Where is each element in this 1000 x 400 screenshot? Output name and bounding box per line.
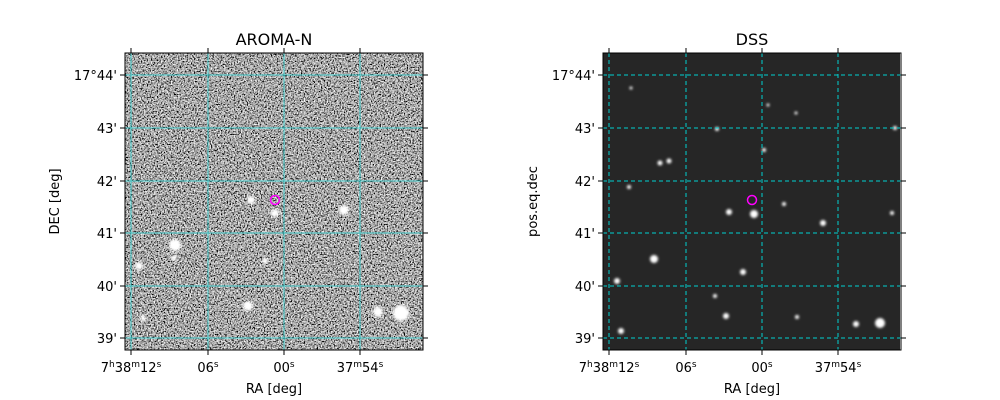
x-tick-label-part: 06 [675,361,692,376]
x-tick-label: 00s [273,360,295,376]
target-marker [746,194,758,206]
x-tick-label-part: s [157,360,162,370]
x-tick-label-part: s [692,360,697,370]
image-dss [603,53,900,350]
y-tick-label: 39' [97,332,117,347]
x-tick-label-part: 38 [593,361,610,376]
axes-frame [602,52,902,351]
x-tick-label-part: 00 [751,361,768,376]
target-marker [269,194,281,206]
y-tick-label: 41' [575,227,595,242]
x-tick-label: 06s [197,360,219,376]
x-tick-label-part: 00 [273,361,290,376]
x-tick-label: 00s [751,360,773,376]
x-tick-label-part: h [587,360,593,370]
x-tick-label-part: s [635,360,640,370]
y-tick-label: 42' [575,175,595,190]
x-tick-label-part: h [109,360,115,370]
y-tick-label: 39' [575,332,595,347]
y-tick-label: 41' [97,227,117,242]
x-axis-label: RA [deg] [724,382,780,397]
x-tick-label-part: s [379,360,384,370]
x-tick-label-part: 54 [362,361,379,376]
y-axis-label: DEC [deg] [48,168,63,234]
x-tick-label: 37m54s [337,360,384,376]
x-tick-label-part: s [857,360,862,370]
x-tick-label-part: 54 [840,361,857,376]
x-tick-label-part: 7 [101,361,109,376]
x-tick-label-part: m [609,360,618,370]
y-tick-label: 40' [97,280,117,295]
x-tick-label-part: s [768,360,773,370]
x-tick-label-part: m [831,360,840,370]
x-tick-label-part: 12 [140,361,157,376]
x-tick-label-part: m [131,360,140,370]
x-tick-label-part: 7 [579,361,587,376]
x-tick-label-part: 38 [115,361,132,376]
x-tick-label-part: m [353,360,362,370]
y-axis-label: pos.eq.dec [526,166,541,237]
x-tick-label-part: 37 [815,361,832,376]
y-tick-label: 40' [575,280,595,295]
y-tick-label: 17°44' [74,69,117,84]
x-tick-label: 7h38m12s [101,360,162,376]
y-tick-label: 17°44' [552,69,595,84]
panel: AROMA-N RA [deg] DEC [deg] 17°44' 43' 42' 41' 4… [48,30,428,397]
x-tick-label: 37m54s [815,360,862,376]
panel: DSS RA [deg] pos.eq.dec 17°44' 43' 42' 41' 40' 3… [526,30,906,397]
x-axis-label: RA [deg] [246,382,302,397]
image-aroma [125,53,423,350]
x-tick-label-part: 37 [337,361,354,376]
y-tick-label: 43' [97,122,117,137]
panel-title: DSS [736,30,769,49]
x-tick-label-part: s [214,360,219,370]
x-tick-label-part: s [290,360,295,370]
x-tick-label: 7h38m12s [579,360,640,376]
y-tick-label: 42' [97,175,117,190]
axes-frame [124,52,424,351]
x-tick-label: 06s [675,360,697,376]
panel-title: AROMA-N [236,30,313,49]
x-tick-label-part: 12 [618,361,635,376]
y-tick-label: 43' [575,122,595,137]
x-tick-label-part: 06 [197,361,214,376]
